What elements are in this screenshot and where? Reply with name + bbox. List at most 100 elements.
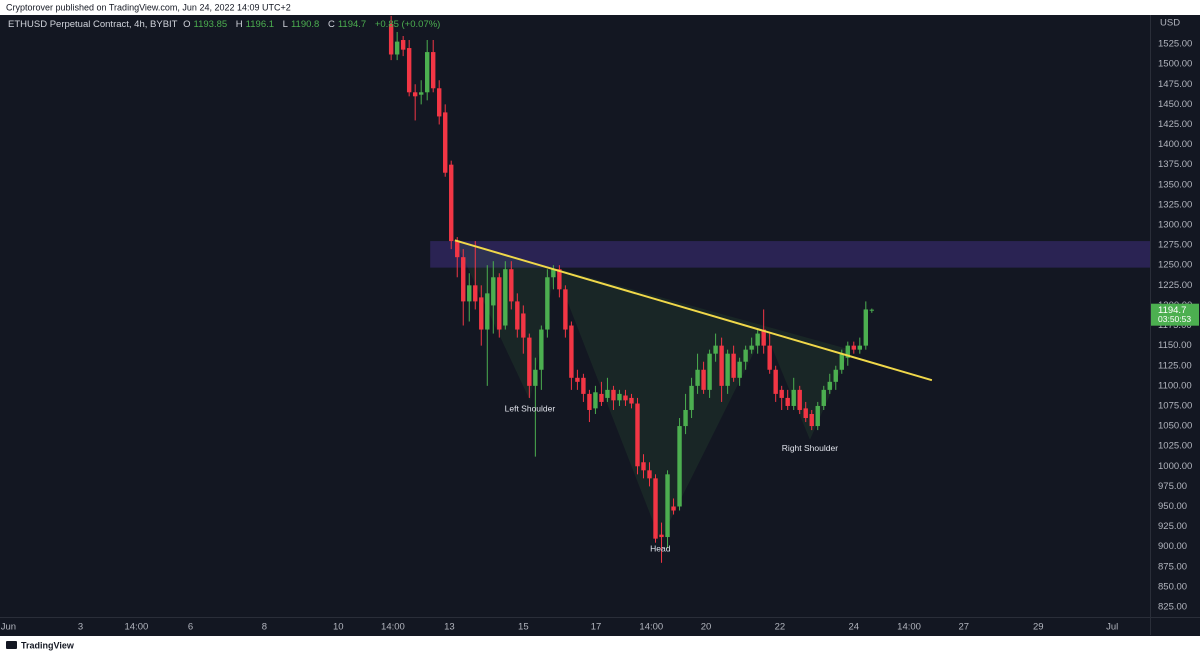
candle-body (497, 277, 502, 330)
candle-body (563, 289, 568, 330)
candle-body (455, 241, 460, 258)
candle-body (749, 345, 754, 350)
y-tick-label: 900.00 (1158, 541, 1187, 552)
y-tick-label: 1375.00 (1158, 159, 1192, 170)
candle-body (803, 408, 808, 419)
footer-bar (0, 636, 1200, 655)
candle-body (809, 414, 814, 427)
ohlc-letter: H (235, 19, 243, 30)
candle-body (388, 23, 394, 55)
candle-body (707, 353, 712, 390)
candle-body (569, 325, 574, 378)
candle-body (719, 345, 724, 386)
candle-body (677, 426, 682, 507)
candle-body (503, 269, 508, 326)
candle-body (845, 345, 850, 358)
footer-logo: TradingView (6, 640, 75, 650)
ohlc-value: 1193.85 (193, 19, 228, 30)
x-tick-label: 14:00 (381, 622, 405, 633)
x-tick-label: 3 (78, 622, 83, 633)
y-tick-label: 1150.00 (1158, 340, 1192, 351)
candle-body (533, 369, 538, 386)
candle-body (424, 52, 430, 93)
symbol: ETHUSD Perpetual Contract, 4h, BYBIT (8, 19, 178, 30)
candle-body (833, 369, 838, 382)
candle-body (779, 389, 784, 398)
y-tick-label: 825.00 (1158, 602, 1187, 613)
resistance-zone (430, 241, 1150, 268)
candle-body (545, 277, 550, 330)
y-tick-label: 875.00 (1158, 561, 1187, 572)
x-tick-label: 14:00 (897, 622, 921, 633)
candle-body (863, 309, 869, 346)
candle-body (815, 405, 820, 427)
candle-body (635, 403, 640, 467)
candle-body (551, 269, 556, 278)
y-tick-label: 925.00 (1158, 521, 1187, 532)
candle-body (671, 506, 676, 511)
x-tick-label: 14:00 (124, 622, 148, 633)
y-tick-label: 1225.00 (1158, 280, 1192, 291)
candle-body (713, 345, 718, 354)
x-tick-label: 22 (775, 622, 786, 633)
candle-body (431, 52, 436, 89)
y-tick-label: 1500.00 (1158, 59, 1192, 70)
candle-body (581, 377, 586, 394)
candle-body (406, 48, 412, 93)
y-tick-label: 1250.00 (1158, 260, 1192, 271)
x-tick-label: 29 (1033, 622, 1044, 633)
candle-body (851, 345, 856, 350)
header-bar (0, 0, 1200, 15)
candle-body (527, 337, 532, 386)
x-tick-label: 14:00 (639, 622, 663, 633)
ohlc-letter: C (327, 19, 335, 30)
candle-body (617, 393, 622, 401)
footer-text: TradingView (21, 640, 75, 650)
candle-body (437, 88, 442, 117)
candle-body (755, 333, 760, 346)
candle-body (557, 269, 562, 290)
x-tick-label: 27 (958, 622, 969, 633)
x-tick-label: Jul (1106, 622, 1118, 633)
x-tick-label: 17 (591, 622, 602, 633)
x-tick-label: 10 (333, 622, 344, 633)
candle-body (515, 301, 520, 330)
candle-body (737, 361, 742, 378)
candle-body (683, 409, 688, 427)
y-tick-label: 950.00 (1158, 501, 1187, 512)
legend: ETHUSD Perpetual Contract, 4h, BYBIT O 11… (8, 19, 446, 30)
candle-body (767, 345, 772, 370)
candle-body (623, 395, 628, 401)
candle-body (773, 369, 778, 394)
y-tick-label: 1025.00 (1158, 441, 1192, 452)
y-tick-label: 1400.00 (1158, 139, 1192, 150)
y-tick-label: 1325.00 (1158, 199, 1192, 210)
x-tick-label: 15 (518, 622, 529, 633)
candle-body (641, 462, 646, 471)
candle-body (743, 349, 748, 362)
y-tick-label: 975.00 (1158, 481, 1187, 492)
candle-body (695, 369, 700, 386)
candle-body (473, 285, 478, 302)
candle-body (701, 369, 706, 390)
candle-body (791, 389, 796, 406)
header-text: Cryptorover published on TradingView.com… (6, 2, 291, 12)
ohlc-value: 1190.8 (290, 19, 320, 30)
candle-body (575, 377, 580, 382)
y-tick-label: 1275.00 (1158, 240, 1192, 251)
candle-body (647, 470, 652, 479)
candle-body (467, 285, 472, 302)
candle-body (725, 353, 730, 386)
candle-body (761, 329, 766, 346)
candle-body (461, 257, 466, 302)
y-tick-label: 1100.00 (1158, 380, 1192, 391)
x-tick-label: 24 (848, 622, 859, 633)
plot-area (388, 15, 1150, 563)
pattern-label: Head (650, 544, 671, 554)
ohlc-value: 1194.7 (337, 19, 367, 30)
candle-body (653, 478, 658, 539)
candle-body (593, 392, 598, 409)
candle-body (857, 345, 862, 350)
